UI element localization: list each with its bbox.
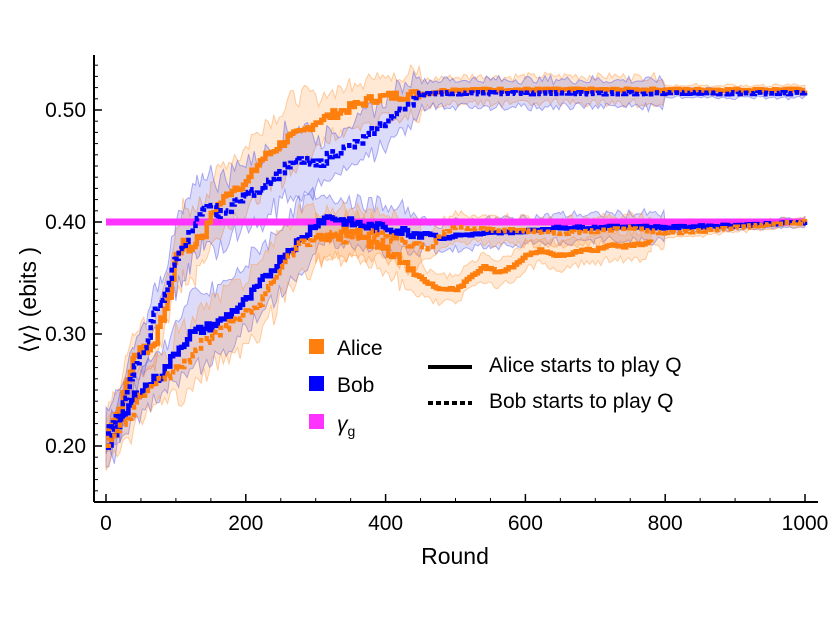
series-line-alice-solid xyxy=(106,86,808,438)
axes xyxy=(93,55,818,503)
x-tick-label: 200 xyxy=(228,512,263,535)
x-axis-label: Round xyxy=(421,543,489,569)
series-line-alice-solid-secondary xyxy=(315,226,654,293)
series-line-bob-dotted xyxy=(106,89,808,436)
y-tick-label: 0.40 xyxy=(45,211,86,234)
x-tick-label: 0 xyxy=(100,512,112,535)
legend-swatch-alice xyxy=(309,339,324,354)
x-tick-label: 800 xyxy=(648,512,683,535)
series-lines xyxy=(106,86,808,450)
legend-label-alice: Alice xyxy=(337,337,383,360)
y-axis-label: ⟨γ⟩ (ebits ) xyxy=(15,247,41,353)
series-line-bob-solid xyxy=(106,214,808,450)
confidence-band-alice-4 xyxy=(315,199,652,307)
legend-label-gamma-g: γg xyxy=(337,413,355,439)
confidence-band-alice-0 xyxy=(105,63,806,455)
y-tick-label: 0.20 xyxy=(45,435,86,458)
legend-swatch-gamma-g xyxy=(309,414,324,429)
tick-labels: 0 200 400 600 800 1000 0.20 0.30 0.40 0.50 xyxy=(45,99,828,535)
confidence-band-bob-1 xyxy=(105,70,806,456)
x-tick-label: 400 xyxy=(368,512,403,535)
legend-swatch-bob xyxy=(309,376,324,391)
y-tick-label: 0.50 xyxy=(45,99,86,122)
x-tick-label: 600 xyxy=(508,512,543,535)
legend-label-bob-starts: Bob starts to play Q xyxy=(489,390,673,413)
confidence-bands xyxy=(105,63,806,471)
series-line-alice-dotted xyxy=(106,218,808,449)
y-tick-label: 0.30 xyxy=(45,323,86,346)
legend-label-alice-starts: Alice starts to play Q xyxy=(489,354,682,377)
x-tick-label: 1000 xyxy=(782,512,829,535)
legend-label-bob: Bob xyxy=(337,374,374,397)
legend: Alice Bob γg Alice starts to play Q Bob … xyxy=(309,337,682,439)
